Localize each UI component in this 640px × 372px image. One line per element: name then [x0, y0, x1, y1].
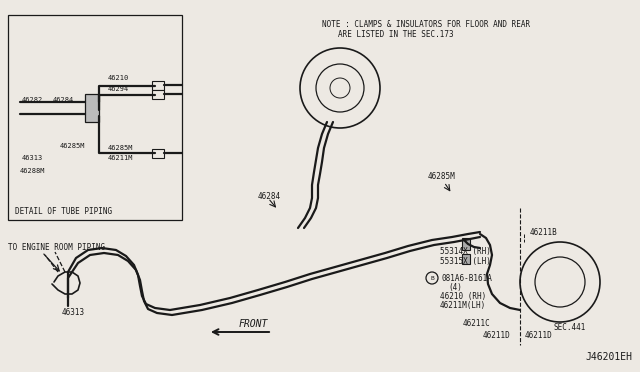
Bar — [152, 149, 164, 158]
Text: 46313: 46313 — [62, 308, 85, 317]
Bar — [8, 15, 182, 220]
Text: 46211B: 46211B — [530, 228, 557, 237]
Text: ARE LISTED IN THE SEC.173: ARE LISTED IN THE SEC.173 — [338, 30, 454, 39]
Text: SEC.441: SEC.441 — [554, 323, 586, 332]
Text: 46285M: 46285M — [108, 145, 134, 151]
Text: B: B — [430, 276, 434, 280]
Text: DETAIL OF TUBE PIPING: DETAIL OF TUBE PIPING — [15, 207, 112, 216]
Text: J46201EH: J46201EH — [585, 352, 632, 362]
Text: TO ENGINE ROOM PIPING: TO ENGINE ROOM PIPING — [8, 243, 105, 252]
Text: 55315X (LH): 55315X (LH) — [440, 257, 491, 266]
Text: 46211D: 46211D — [483, 331, 511, 340]
Text: 46211M(LH): 46211M(LH) — [440, 301, 486, 310]
Text: 46210: 46210 — [108, 75, 129, 81]
Bar — [462, 238, 470, 250]
Text: 46288M: 46288M — [20, 168, 45, 174]
Text: 46211D: 46211D — [525, 331, 553, 340]
Text: 46285M: 46285M — [428, 172, 456, 181]
Text: FRONT: FRONT — [239, 319, 268, 329]
Text: 46284: 46284 — [53, 97, 74, 103]
Bar — [85, 94, 99, 122]
Bar — [152, 81, 164, 90]
Text: 081A6-B161A: 081A6-B161A — [442, 274, 493, 283]
Text: 46285M: 46285M — [60, 143, 86, 149]
Text: 46211C: 46211C — [463, 319, 491, 328]
Text: 46210 (RH): 46210 (RH) — [440, 292, 486, 301]
Text: (4): (4) — [448, 283, 462, 292]
Text: 55314X (RH): 55314X (RH) — [440, 247, 491, 256]
Bar — [152, 90, 164, 99]
Text: 46282: 46282 — [22, 97, 44, 103]
Text: 46294: 46294 — [108, 86, 129, 92]
Bar — [462, 254, 470, 264]
Text: 46284: 46284 — [258, 192, 281, 201]
Text: NOTE : CLAMPS & INSULATORS FOR FLOOR AND REAR: NOTE : CLAMPS & INSULATORS FOR FLOOR AND… — [322, 20, 530, 29]
Text: 46211M: 46211M — [108, 155, 134, 161]
Text: 46313: 46313 — [22, 155, 44, 161]
